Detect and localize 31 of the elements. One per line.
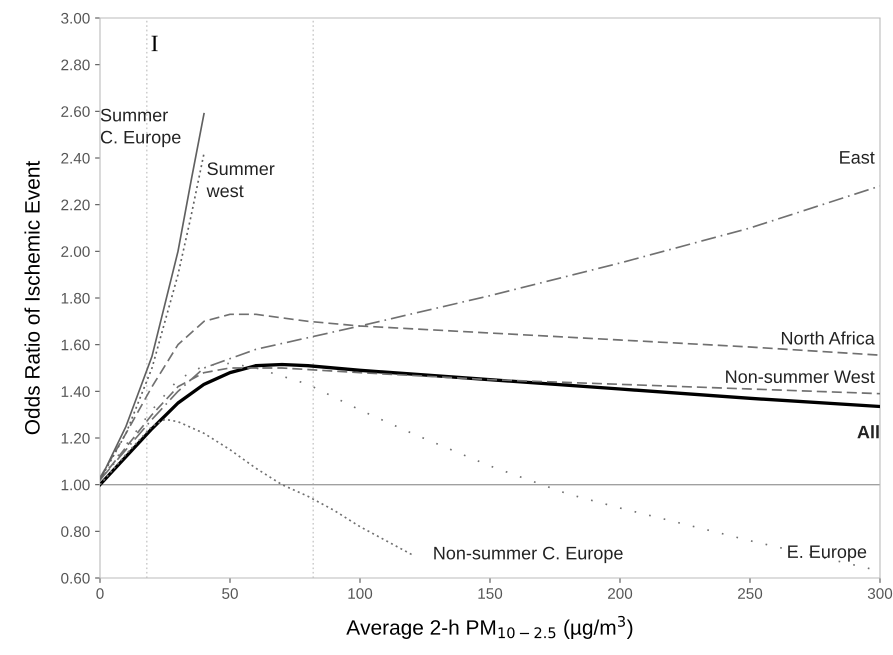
annotation: I	[152, 36, 158, 52]
y-tick-label: 2.40	[61, 152, 90, 164]
y-tick-label: 2.20	[61, 200, 90, 210]
x-tick-label: 0	[96, 588, 104, 599]
y-tick-label: 1.60	[62, 340, 90, 350]
x-tick-label: 150	[478, 588, 502, 599]
series-label: East	[840, 151, 875, 164]
y-tick-label: 0.60	[61, 572, 90, 584]
series-label: Non-summer C. Europe	[434, 546, 623, 564]
y-tick-label: 3.00	[61, 12, 90, 24]
y-tick-label: 2.80	[61, 60, 90, 70]
series-label: North Africa	[782, 331, 875, 345]
y-tick-label: 0.80	[61, 526, 90, 538]
series-label: E. Europe	[788, 546, 866, 562]
y-tick-label: 1.80	[62, 292, 90, 304]
series-label: All	[857, 425, 879, 438]
series-label: Non-summer West	[726, 370, 875, 384]
x-tick-label: 100	[348, 588, 372, 599]
x-tick-label: 250	[738, 588, 762, 599]
series-label: Summer west	[206, 162, 275, 198]
series-label: Summer C. Europe	[100, 108, 180, 148]
x-tick-label: 50	[222, 588, 238, 599]
y-axis-title: Odds Ratio of Ischemic Event	[24, 160, 40, 434]
y-tick-label: 2.60	[61, 106, 90, 118]
y-tick-label: 1.40	[62, 386, 90, 398]
x-axis-title: Average 2-h PM$_{10−2.5}$ (µg/m$^{3}$)	[346, 616, 632, 639]
y-tick-label: 1.20	[62, 432, 90, 444]
y-tick-label: 2.00	[61, 246, 90, 258]
x-tick-label: 200	[608, 588, 632, 599]
y-tick-label: 1.00	[62, 480, 90, 490]
x-tick-label: 300	[868, 588, 892, 599]
